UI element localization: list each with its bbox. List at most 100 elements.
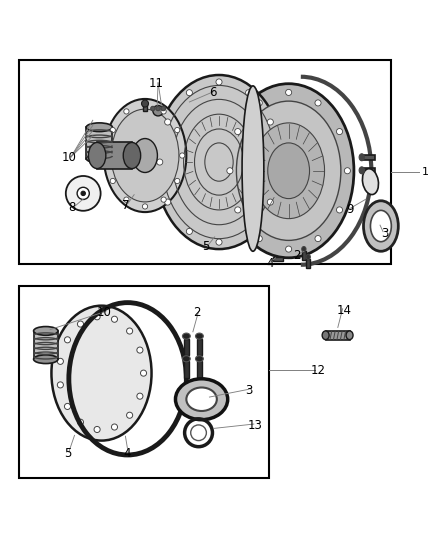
Circle shape	[161, 197, 166, 202]
Ellipse shape	[302, 246, 306, 252]
Circle shape	[78, 321, 84, 327]
Text: 13: 13	[248, 419, 263, 432]
Bar	[362, 168, 375, 173]
Text: 3: 3	[381, 228, 388, 240]
Text: 10: 10	[61, 151, 76, 164]
Circle shape	[175, 179, 180, 183]
Circle shape	[161, 107, 166, 111]
Circle shape	[141, 100, 148, 107]
Circle shape	[336, 128, 343, 135]
Circle shape	[64, 403, 71, 409]
Circle shape	[111, 424, 117, 430]
Circle shape	[165, 199, 171, 205]
Bar	[184, 361, 189, 378]
Circle shape	[94, 314, 100, 320]
Circle shape	[78, 419, 84, 425]
Circle shape	[81, 191, 85, 196]
Circle shape	[246, 228, 252, 235]
Circle shape	[246, 90, 252, 96]
Circle shape	[165, 119, 171, 125]
Ellipse shape	[223, 84, 354, 258]
Circle shape	[156, 107, 160, 111]
Ellipse shape	[306, 254, 311, 260]
Ellipse shape	[133, 139, 157, 173]
Text: 3: 3	[245, 384, 252, 397]
Bar	[34, 331, 57, 359]
Bar	[19, 60, 391, 264]
Text: 9: 9	[346, 204, 353, 216]
Text: 2: 2	[293, 249, 301, 262]
Circle shape	[180, 153, 185, 158]
Ellipse shape	[364, 201, 398, 251]
Ellipse shape	[183, 356, 190, 362]
Circle shape	[57, 358, 64, 365]
Circle shape	[142, 204, 148, 209]
Bar	[302, 251, 306, 261]
Text: 5: 5	[64, 447, 71, 460]
Ellipse shape	[268, 143, 310, 199]
Ellipse shape	[155, 75, 283, 249]
Ellipse shape	[86, 154, 113, 163]
Circle shape	[77, 187, 89, 199]
Ellipse shape	[237, 101, 341, 240]
Circle shape	[186, 90, 192, 96]
Circle shape	[137, 393, 143, 399]
Ellipse shape	[359, 154, 364, 161]
Circle shape	[110, 179, 115, 183]
Circle shape	[57, 382, 64, 388]
Bar	[325, 331, 350, 340]
Circle shape	[142, 102, 148, 107]
Bar	[86, 127, 113, 158]
Bar	[97, 142, 132, 168]
Circle shape	[227, 168, 233, 174]
Circle shape	[256, 100, 262, 106]
Circle shape	[111, 316, 117, 322]
Circle shape	[267, 119, 273, 125]
Ellipse shape	[371, 211, 391, 241]
Circle shape	[235, 207, 241, 213]
Ellipse shape	[34, 355, 58, 364]
Circle shape	[161, 109, 166, 114]
Ellipse shape	[34, 327, 58, 335]
Ellipse shape	[176, 379, 228, 419]
Circle shape	[336, 207, 343, 213]
Bar	[143, 104, 147, 111]
Ellipse shape	[322, 331, 329, 340]
Text: 4: 4	[267, 256, 274, 270]
Ellipse shape	[104, 99, 186, 212]
Ellipse shape	[123, 142, 141, 168]
Circle shape	[151, 107, 155, 111]
Ellipse shape	[195, 356, 203, 362]
Circle shape	[141, 370, 147, 376]
Circle shape	[267, 199, 273, 205]
Circle shape	[344, 168, 350, 174]
Text: 7: 7	[122, 199, 129, 212]
Circle shape	[153, 106, 163, 116]
Circle shape	[286, 246, 292, 252]
Circle shape	[157, 159, 163, 165]
Circle shape	[315, 100, 321, 106]
Circle shape	[186, 228, 192, 235]
Circle shape	[216, 239, 222, 245]
Circle shape	[127, 412, 133, 418]
Bar	[197, 361, 202, 378]
Text: 1: 1	[422, 167, 429, 176]
Circle shape	[124, 197, 129, 202]
Text: 14: 14	[337, 303, 352, 317]
Ellipse shape	[359, 167, 364, 174]
Circle shape	[286, 90, 292, 95]
Text: 12: 12	[311, 364, 326, 377]
Circle shape	[275, 159, 281, 165]
Circle shape	[256, 236, 262, 241]
Circle shape	[64, 337, 71, 343]
Circle shape	[94, 426, 100, 433]
Ellipse shape	[362, 169, 378, 195]
Text: 10: 10	[96, 306, 111, 319]
Circle shape	[137, 347, 143, 353]
Ellipse shape	[186, 387, 217, 411]
Ellipse shape	[88, 142, 106, 168]
Ellipse shape	[253, 123, 325, 219]
Circle shape	[235, 128, 241, 135]
Circle shape	[175, 127, 180, 133]
Ellipse shape	[346, 331, 353, 340]
